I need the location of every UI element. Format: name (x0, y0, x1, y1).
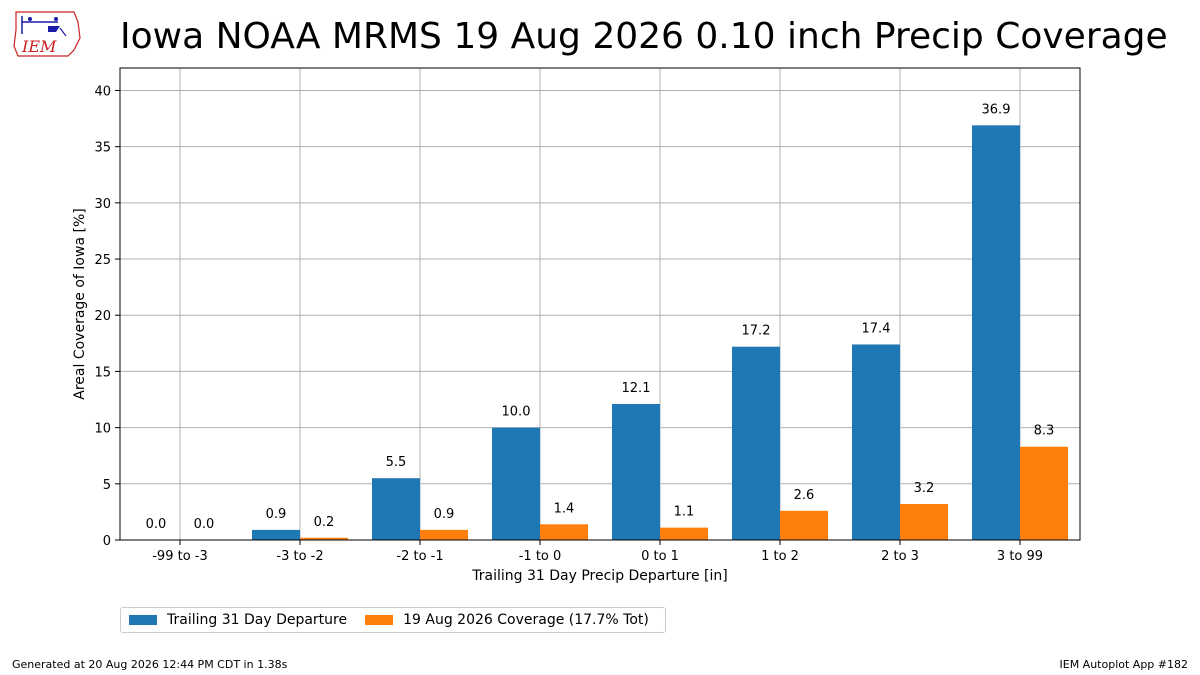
data-label-departure: 5.5 (386, 455, 407, 470)
bar-departure (852, 344, 900, 540)
data-label-departure: 10.0 (502, 405, 531, 420)
x-tick-label: -2 to -1 (396, 549, 443, 564)
logo-text: IEM (21, 37, 57, 56)
data-label-coverage: 1.1 (674, 505, 695, 520)
data-labels: 0.0 0.9 5.5 10.0 12.1 17.2 17.4 36.9 0.0 0.2 0.9 1.… (146, 102, 1055, 532)
data-label-coverage: 0.0 (194, 517, 215, 532)
data-label-departure: 36.9 (982, 102, 1011, 117)
bar-coverage (540, 524, 588, 540)
legend-item-coverage: 19 Aug 2026 Coverage (17.7% Tot) (365, 612, 649, 628)
x-tick-label: 1 to 2 (761, 549, 799, 564)
legend-label-coverage: 19 Aug 2026 Coverage (17.7% Tot) (403, 612, 649, 628)
bar-chart: 0.0 0.9 5.5 10.0 12.1 17.2 17.4 36.9 0.0 0.2 0.9 1.… (72, 67, 1081, 584)
y-axis-label: Areal Coverage of Iowa [%] (72, 208, 88, 399)
data-label-coverage: 8.3 (1034, 424, 1055, 439)
plot-frame (119, 67, 1081, 541)
legend-swatch-departure (129, 615, 157, 625)
data-label-departure: 0.9 (266, 507, 287, 522)
y-tick-label: 30 (94, 197, 111, 212)
y-tick-label: 20 (94, 309, 111, 324)
axis-ticks: 0 5 10 15 20 25 30 35 40 -99 to -3 -3 to -2 -2 to -… (94, 84, 1043, 564)
y-tick-label: 40 (94, 84, 111, 99)
bar-departure (732, 346, 780, 540)
y-tick-label: 25 (94, 253, 111, 268)
bar-coverage (1020, 446, 1068, 540)
generated-timestamp: Generated at 20 Aug 2026 12:44 PM CDT in… (12, 658, 288, 671)
legend-item-departure: Trailing 31 Day Departure (129, 612, 347, 628)
bar-departure (252, 529, 300, 540)
data-label-departure: 17.2 (742, 324, 771, 339)
legend-swatch-coverage (365, 615, 394, 625)
data-label-departure: 12.1 (622, 381, 651, 396)
app-id: IEM Autoplot App #182 (1059, 658, 1189, 671)
bar-departure (372, 478, 420, 540)
bar-coverage (660, 527, 708, 540)
bar-coverage (420, 529, 468, 540)
legend-label-departure: Trailing 31 Day Departure (167, 612, 348, 628)
legend: Trailing 31 Day Departure 19 Aug 2026 Co… (120, 607, 666, 633)
x-tick-label: -99 to -3 (152, 549, 208, 564)
iem-logo: IEM (8, 8, 84, 60)
x-axis-label: Trailing 31 Day Precip Departure [in] (471, 568, 727, 584)
bars (252, 125, 1068, 541)
data-label-coverage: 3.2 (914, 481, 935, 496)
y-tick-label: 10 (94, 422, 111, 437)
bar-coverage (900, 504, 948, 540)
x-tick-label: -1 to 0 (519, 549, 562, 564)
x-tick-label: 3 to 99 (997, 549, 1043, 564)
bar-departure (612, 404, 660, 540)
x-tick-label: -3 to -2 (276, 549, 323, 564)
y-tick-label: 35 (94, 141, 111, 156)
data-label-coverage: 1.4 (554, 501, 575, 516)
bar-departure (972, 125, 1020, 541)
x-tick-label: 2 to 3 (881, 549, 919, 564)
bar-departure (492, 427, 540, 540)
data-label-departure: 0.0 (146, 517, 167, 532)
bar-coverage (300, 537, 348, 540)
data-label-coverage: 0.2 (314, 515, 335, 530)
data-label-departure: 17.4 (862, 321, 891, 336)
grid-lines (120, 68, 1080, 541)
data-label-coverage: 0.9 (434, 507, 455, 522)
y-tick-label: 0 (103, 534, 111, 549)
chart-title: Iowa NOAA MRMS 19 Aug 2026 0.10 inch Pre… (120, 16, 1168, 57)
y-tick-label: 15 (94, 365, 111, 380)
bar-coverage (780, 510, 828, 540)
data-label-coverage: 2.6 (794, 488, 815, 503)
x-tick-label: 0 to 1 (641, 549, 679, 564)
y-tick-label: 5 (103, 478, 111, 493)
